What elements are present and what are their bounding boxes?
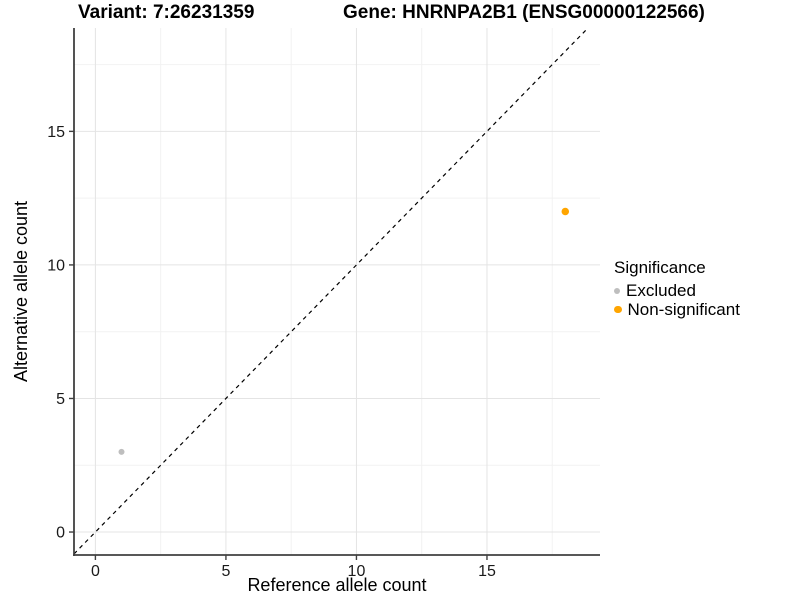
x-tick-label: 15 (478, 563, 496, 580)
y-tick-label: 5 (56, 391, 65, 408)
tick-labels: 0 5 10 15 0 5 10 15 (47, 124, 496, 580)
variant-title: Variant: 7:26231359 (78, 2, 255, 23)
legend-title: Significance (614, 258, 706, 277)
y-tick-label: 15 (47, 124, 65, 141)
excluded-dot-icon (614, 287, 620, 294)
y-tick-label: 10 (47, 257, 65, 274)
non-significant-dot-icon (614, 305, 622, 314)
point-excluded (118, 448, 125, 455)
x-axis-label: Reference allele count (247, 575, 426, 595)
x-tick-label: 5 (221, 563, 230, 580)
legend-item-excluded: Excluded (614, 281, 740, 300)
legend-item-non-significant: Non-significant (614, 300, 740, 319)
x-tick-label: 0 (91, 563, 100, 580)
data-points (118, 207, 570, 455)
axis-lines (73, 28, 600, 556)
point-non-significant (561, 207, 570, 216)
minor-gridlines (74, 28, 600, 555)
identity-line (73, 27, 589, 555)
axis-labels: Reference allele count Alternative allele… (11, 201, 427, 595)
y-axis-label: Alternative allele count (11, 201, 31, 382)
major-gridlines (74, 28, 600, 555)
axis-ticks (69, 130, 488, 560)
x-tick-label: 10 (348, 563, 366, 580)
legend-item-label: Excluded (626, 281, 696, 300)
legend: Significance Excluded Non-significant (614, 258, 740, 319)
legend-item-label: Non-significant (627, 300, 740, 319)
y-tick-label: 0 (56, 525, 65, 542)
gene-title: Gene: HNRNPA2B1 (ENSG00000122566) (343, 2, 705, 23)
identity-dashed-line (73, 27, 589, 555)
